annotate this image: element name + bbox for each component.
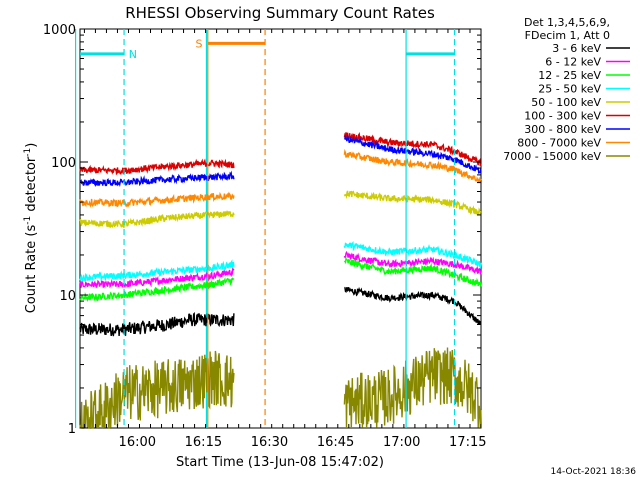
x-tick-label: 16:45 [317, 435, 354, 450]
legend-entry-label: 800 - 7000 keV [517, 137, 601, 150]
series-group [79, 131, 482, 429]
y-tick-label: 1000 [43, 23, 76, 38]
y-axis: 1 10 100 1000 [43, 23, 481, 437]
chart-title: RHESSI Observing Summary Count Rates [125, 4, 435, 22]
series-line-4-0 [79, 210, 235, 229]
series-line-0-1 [344, 286, 482, 325]
marker-label-1: S [195, 37, 202, 50]
y-tick-label: 1 [68, 422, 76, 437]
series-line-0-0 [79, 311, 235, 337]
series-line-5-1 [343, 131, 482, 167]
y-tick-label: 10 [59, 289, 76, 304]
legend-header-line: Det 1,3,4,5,6,9, [524, 16, 610, 29]
series-line-6-1 [343, 134, 482, 174]
legend-header-line: FDecim 1, Att 0 [525, 29, 610, 42]
series-line-8-1 [343, 347, 482, 429]
x-axis: 16:00 16:15 16:30 16:45 17:00 17:15 [83, 29, 487, 450]
legend-entry-label: 50 - 100 keV [531, 96, 601, 109]
legend-entry-label: 25 - 50 keV [538, 83, 601, 96]
x-tick-label: 16:00 [119, 435, 156, 450]
x-tick-label: 16:15 [185, 435, 222, 450]
footer-timestamp: 14-Oct-2021 18:36 [551, 467, 637, 477]
legend-entry-label: 7000 - 15000 keV [503, 150, 601, 163]
x-axis-label: Start Time (13-Jun-08 15:47:02) [176, 455, 384, 470]
series-line-2-1 [343, 256, 482, 287]
legend-entry-label: 100 - 300 keV [524, 110, 601, 123]
y-tick-label: 100 [51, 156, 76, 171]
series-line-1-1 [343, 250, 482, 275]
legend: Det 1,3,4,5,6,9,FDecim 1, Att 03 - 6 keV… [503, 16, 630, 163]
x-tick-label: 17:00 [383, 435, 420, 450]
series-line-5-0 [79, 158, 235, 176]
legend-entry-label: 12 - 25 keV [538, 69, 601, 82]
plot-frame [79, 28, 482, 429]
marker-label-0: N [129, 48, 137, 61]
series-line-3-1 [343, 241, 482, 270]
legend-entry-label: 3 - 6 keV [552, 42, 601, 55]
x-tick-label: 17:15 [449, 435, 486, 450]
x-tick-label: 16:30 [251, 435, 288, 450]
series-line-7-1 [343, 148, 482, 184]
series-line-7-0 [79, 191, 235, 209]
series-line-4-1 [343, 190, 482, 216]
series-line-8-0 [79, 350, 235, 429]
marker-group: NS [74, 29, 456, 428]
series-line-6-0 [79, 170, 235, 187]
legend-entry-label: 6 - 12 keV [545, 56, 601, 69]
legend-entry-label: 300 - 800 keV [524, 123, 601, 136]
y-axis-label: Count Rate (s-1 detector-1) [23, 143, 39, 314]
